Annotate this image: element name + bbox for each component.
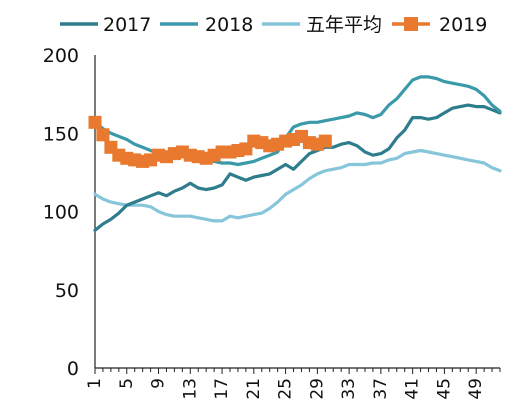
x-tick-label: 9 (149, 378, 169, 389)
x-tick-label: 1 (85, 378, 105, 389)
x-tick-label: 29 (307, 378, 327, 400)
y-tick-label: 200 (43, 45, 79, 67)
legend-label-2019: 2019 (439, 14, 487, 36)
legend-label-five-year-average: 五年平均 (306, 14, 382, 36)
data-point-2019 (88, 115, 102, 129)
axes: 0 50 100 150 200 1 5 9 13 17 21 25 29 33 37 41 45 49 (43, 45, 501, 400)
legend-marker-2019 (404, 17, 418, 31)
y-tick-label: 50 (55, 280, 79, 302)
x-tick-label: 21 (244, 378, 264, 400)
series-line-2017 (93, 103, 502, 232)
data-point-2019 (318, 134, 332, 148)
data-point-2019 (96, 128, 110, 142)
plot-area (88, 75, 502, 232)
y-tick-label: 100 (43, 202, 79, 224)
x-tick-label: 5 (117, 378, 137, 389)
x-tick-label: 49 (466, 378, 486, 400)
x-tick-label: 25 (276, 378, 296, 400)
legend-label-2018: 2018 (205, 14, 253, 36)
x-tick-label: 37 (371, 378, 391, 400)
legend: 2017 2018 五年平均 2019 (60, 14, 487, 36)
x-tick-label: 45 (434, 378, 454, 400)
x-tick-label: 17 (212, 378, 232, 400)
x-tick-label: 41 (403, 378, 423, 400)
x-tick-label: 13 (180, 378, 200, 400)
y-tick-label: 0 (67, 358, 79, 380)
legend-label-2017: 2017 (103, 14, 151, 36)
x-tick-label: 33 (339, 378, 359, 400)
series-line-five-year-average (93, 148, 502, 223)
y-tick-label: 150 (43, 123, 79, 145)
